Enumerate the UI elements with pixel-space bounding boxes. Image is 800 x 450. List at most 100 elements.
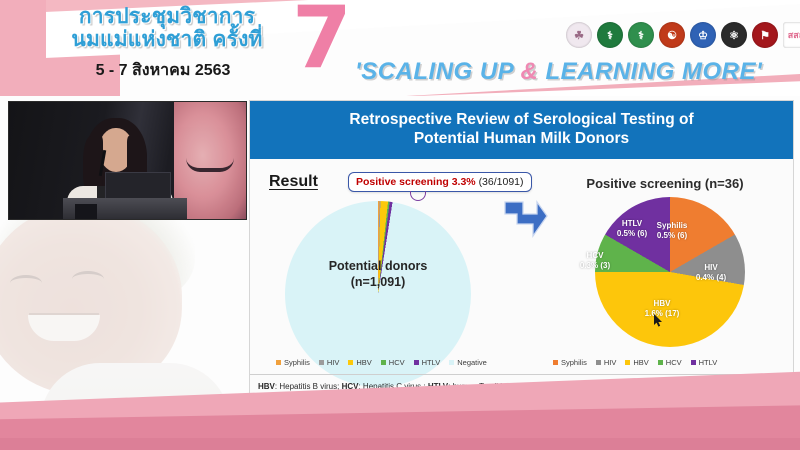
logo-department-icon: ☯ xyxy=(659,22,685,48)
potential-donors-legend: Syphilis HIV HBV HCV HTLV Negative xyxy=(276,358,487,367)
callout-fraction: (36/1091) xyxy=(478,176,524,188)
legend-label-syphilis: Syphilis xyxy=(284,358,310,367)
legend-label-htlv: HTLV xyxy=(421,358,441,367)
legend-swatch-syphilis xyxy=(276,360,281,365)
slice-hbv-name: HBV xyxy=(653,299,671,308)
legend-label-negative: Negative xyxy=(457,358,487,367)
pie-slice-label-htlv: HTLV 0.5% (6) xyxy=(605,219,659,239)
legend-swatch-hcv-right xyxy=(657,360,663,365)
legend-item-negative: Negative xyxy=(449,358,487,367)
conference-thai-title-line1: การประชุมวิชาการ xyxy=(78,5,256,28)
callout-pointer-brace xyxy=(410,191,426,201)
slide-title-line2: Potential Human Milk Donors xyxy=(413,130,630,147)
legend-item-hcv-right: HCV xyxy=(657,358,682,367)
pie-slice-label-hcv: HCV 0.3% (3) xyxy=(568,251,622,271)
conference-date: 5 - 7 สิงหาคม 2563 xyxy=(95,62,231,79)
conference-header: การประชุมวิชาการ นมแม่แห่งชาติ ครั้งที่ … xyxy=(0,0,800,96)
legend-swatch-hiv-right xyxy=(595,360,601,365)
down-right-arrow-icon xyxy=(504,199,548,239)
legend-swatch-hbv xyxy=(348,360,354,365)
mouse-cursor-icon xyxy=(654,314,662,327)
legend-item-hiv: HIV xyxy=(318,358,340,367)
legend-swatch-syphilis-right xyxy=(553,360,558,365)
slice-hiv-name: HIV xyxy=(704,263,718,272)
logo-university-icon: ⚑ xyxy=(752,22,778,48)
footnote-hcv-abbr: HCV xyxy=(341,382,359,391)
pie-slice-label-hiv: HIV 0.4% (4) xyxy=(682,263,740,283)
slide-title-line1: Retrospective Review of Serological Test… xyxy=(349,111,694,129)
logo-institute-icon: ⚛ xyxy=(721,22,747,48)
potential-donors-center-label: Potential donors (n=1,091) xyxy=(285,258,471,291)
child-eye-right xyxy=(72,271,104,279)
legend-item-htlv: HTLV xyxy=(413,358,441,367)
speaker-hair-left xyxy=(83,136,103,198)
footnote-hbv-abbr: HBV xyxy=(258,382,275,391)
footer-band-dark xyxy=(0,438,800,450)
legend-swatch-hiv xyxy=(318,360,324,365)
potential-donors-label-line2: (n=1,091) xyxy=(350,275,406,290)
speaker-video-inset[interactable] xyxy=(8,101,247,220)
tagline-part-2: LEARNING MORE' xyxy=(538,58,763,85)
positive-screening-legend: Syphilis HIV HBV HCV HTLV xyxy=(553,358,717,367)
conference-thai-title: การประชุมวิชาการ นมแม่แห่งชาติ ครั้งที่ xyxy=(22,5,312,52)
conference-edition-number: 7 xyxy=(292,0,352,88)
potential-donors-pie-chart xyxy=(285,201,471,387)
legend-label-hcv-right: HCV xyxy=(665,358,682,367)
legend-item-hcv: HCV xyxy=(380,358,405,367)
legend-label-htlv-right: HTLV xyxy=(698,358,718,367)
positive-screening-pie-title: Positive screening (n=36) xyxy=(586,176,744,191)
child-eye-left xyxy=(10,275,42,283)
footnote-hbv-text: : Hepatitis B virus; xyxy=(274,382,342,391)
legend-swatch-hbv-right xyxy=(625,360,631,365)
slice-hbv-value: 1.6% (17) xyxy=(644,309,680,318)
laptop-icon xyxy=(105,172,171,200)
logo-ministry-health-1-icon: ⚕ xyxy=(597,22,623,48)
legend-item-syphilis-right: Syphilis xyxy=(553,358,587,367)
sponsor-logo-row: ☘ ⚕ ⚕ ☯ ♔ ⚛ ⚑ สสส xyxy=(566,22,800,48)
legend-label-hiv-right: HIV xyxy=(603,358,617,367)
legend-label-hcv: HCV xyxy=(388,358,405,367)
legend-label-hiv: HIV xyxy=(326,358,340,367)
callout-percentage: Positive screening 3.3% xyxy=(356,176,476,188)
logo-thaihealth-icon: สสส xyxy=(783,22,800,48)
slice-syphilis-name: Syphilis xyxy=(656,221,688,230)
legend-swatch-htlv xyxy=(413,360,419,365)
legend-label-hbv-right: HBV xyxy=(633,358,649,367)
projected-baby-face xyxy=(186,158,234,172)
child-face xyxy=(0,205,182,395)
legend-label-syphilis-right: Syphilis xyxy=(561,358,587,367)
slice-hcv-value: 0.3% (3) xyxy=(579,261,611,270)
footnote-divider xyxy=(250,374,795,375)
legend-item-hiv-right: HIV xyxy=(595,358,617,367)
presentation-slide: Retrospective Review of Serological Test… xyxy=(249,100,795,405)
slice-hiv-value: 0.4% (4) xyxy=(695,273,727,282)
positive-screening-pie-chart xyxy=(595,197,745,347)
logo-royal-patronage-icon: ☘ xyxy=(566,22,592,48)
slide-title: Retrospective Review of Serological Test… xyxy=(250,101,793,159)
legend-item-syphilis: Syphilis xyxy=(276,358,310,367)
slice-syphilis-value: 0.5% (6) xyxy=(656,231,688,240)
tagline-part-1: 'SCALING UP xyxy=(355,58,521,85)
positive-screening-callout: Positive screening 3.3% (36/1091) xyxy=(348,172,532,192)
legend-swatch-htlv-right xyxy=(690,360,696,365)
logo-ministry-health-2-icon: ⚕ xyxy=(628,22,654,48)
legend-swatch-hcv xyxy=(380,360,386,365)
tagline-ampersand: & xyxy=(520,58,539,85)
podium-panel xyxy=(75,204,97,219)
pie-slice-label-hbv: HBV 1.6% (17) xyxy=(632,299,692,319)
legend-item-htlv-right: HTLV xyxy=(690,358,718,367)
conference-tagline: 'SCALING UP & LEARNING MORE' xyxy=(355,58,762,86)
conference-thai-title-line2: นมแม่แห่งชาติ ครั้งที่ xyxy=(71,28,263,52)
child-smile xyxy=(28,315,100,341)
legend-item-hbv: HBV xyxy=(348,358,372,367)
legend-swatch-negative xyxy=(449,360,455,365)
legend-label-hbv: HBV xyxy=(356,358,372,367)
potential-donors-label-line1: Potential donors xyxy=(328,259,428,273)
legend-item-hbv-right: HBV xyxy=(625,358,649,367)
slice-htlv-name: HTLV xyxy=(621,219,643,228)
slice-htlv-value: 0.5% (6) xyxy=(616,229,648,238)
logo-royal-emblem-icon: ♔ xyxy=(690,22,716,48)
header-left-pink-edge xyxy=(0,0,46,96)
pie-slice-label-syphilis: Syphilis 0.5% (6) xyxy=(642,221,702,241)
